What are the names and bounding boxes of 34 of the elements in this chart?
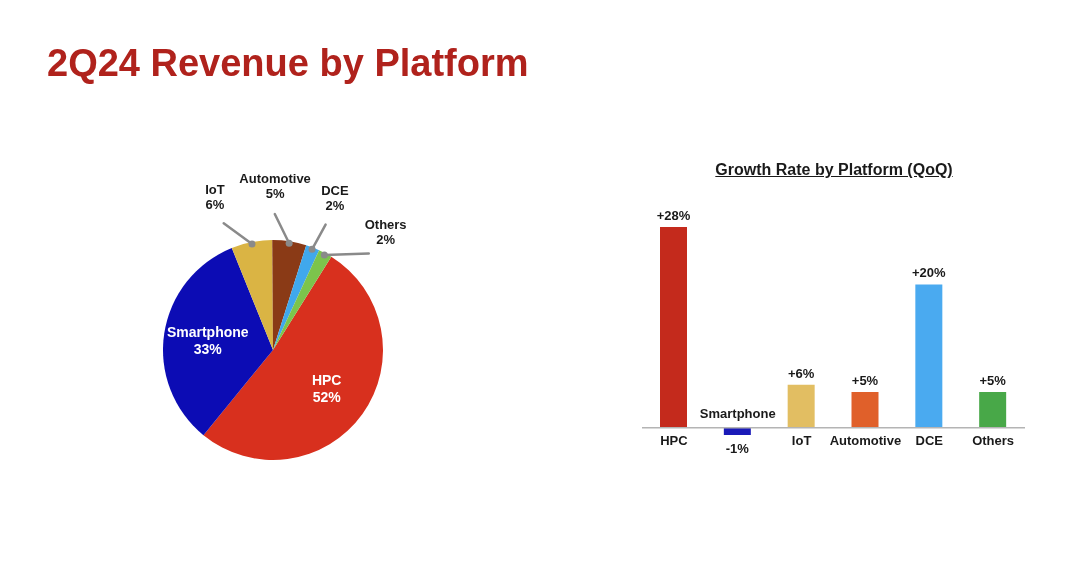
- chart-title: Growth Rate by Platform (QoQ): [714, 161, 954, 179]
- data-label: 33%: [193, 341, 223, 358]
- data-label: +6%: [787, 365, 815, 381]
- data-label: 2%: [325, 198, 345, 214]
- data-label: 52%: [312, 389, 342, 406]
- bar: [851, 391, 879, 428]
- slice-label: Smartphone: [166, 324, 249, 341]
- pie-slice: [273, 245, 320, 350]
- data-label: +28%: [656, 208, 691, 223]
- data-label: +5%: [851, 372, 879, 388]
- x-tick-label: DCE: [915, 432, 944, 448]
- bar: [915, 284, 943, 428]
- bar: [979, 391, 1007, 428]
- data-label: -1%: [725, 441, 750, 456]
- x-tick-label: HPC: [660, 432, 689, 448]
- x-tick-label: Others: [972, 432, 1015, 448]
- bar: [660, 227, 687, 428]
- data-label: 2%: [376, 232, 396, 248]
- data-label: +20%: [912, 265, 947, 281]
- slice-label: HPC: [311, 372, 342, 389]
- slice-label: DCE: [321, 183, 349, 199]
- chart-title: 2Q24 Revenue by Platform: [47, 41, 529, 85]
- x-tick-label: IoT: [791, 432, 812, 448]
- pie-slice: [163, 248, 273, 436]
- data-label: 5%: [265, 186, 285, 202]
- bar: [787, 384, 815, 428]
- slice-label: Others: [364, 217, 407, 233]
- data-label: +5%: [979, 372, 1007, 388]
- pie-slice: [272, 240, 307, 350]
- pie-slice: [273, 250, 332, 350]
- slice-label: IoT: [205, 181, 225, 197]
- data-label: 6%: [205, 196, 225, 212]
- x-tick-label: Automotive: [829, 432, 902, 448]
- slice-label: Automotive: [239, 171, 311, 187]
